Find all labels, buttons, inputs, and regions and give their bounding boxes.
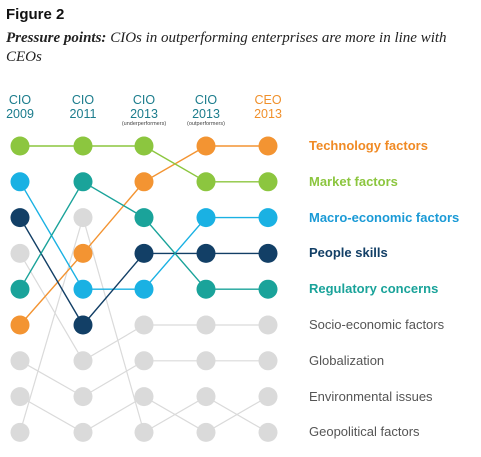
rank-dot-globalization-col1 bbox=[73, 387, 93, 407]
column-header-0: CIO 2009 bbox=[0, 93, 60, 121]
rank-dot-technology-factors-col1 bbox=[73, 243, 93, 263]
factor-label-people-skills: People skills bbox=[309, 245, 388, 261]
title-lead: Pressure points: bbox=[6, 30, 107, 46]
column-header-line2: 2009 bbox=[6, 107, 34, 121]
column-header-line2: 2013 bbox=[130, 107, 158, 121]
rank-dot-environmental-issues-col0 bbox=[10, 387, 30, 407]
rank-dot-market-factors-col4 bbox=[258, 172, 278, 192]
rank-dot-socio-economic-factors-col1 bbox=[73, 351, 93, 371]
rank-dot-regulatory-concerns-col2 bbox=[134, 208, 154, 228]
rank-dot-geopolitical-factors-col2 bbox=[134, 422, 154, 442]
rank-dot-globalization-col4 bbox=[258, 351, 278, 371]
factor-label-market-factors: Market factors bbox=[309, 173, 398, 189]
rank-dot-environmental-issues-col3 bbox=[196, 422, 216, 442]
rank-dot-macro-economic-factors-col2 bbox=[134, 279, 154, 299]
factor-label-geopolitical-factors: Geopolitical factors bbox=[309, 424, 420, 440]
factor-label-macro-economic-factors: Macro-economic factors bbox=[309, 209, 460, 225]
rank-dot-geopolitical-factors-col0 bbox=[10, 422, 30, 442]
column-header-line1: CEO bbox=[254, 93, 282, 107]
factor-label-environmental-issues: Environmental issues bbox=[309, 388, 433, 404]
figure-title: Pressure points: CIOs in outperforming e… bbox=[6, 29, 476, 67]
flow-line-people-skills bbox=[19, 217, 268, 327]
rank-dot-regulatory-concerns-col3 bbox=[196, 279, 216, 299]
rank-dot-people-skills-col4 bbox=[258, 243, 278, 263]
rank-dot-market-factors-col3 bbox=[196, 172, 216, 192]
rank-dot-macro-economic-factors-col0 bbox=[10, 172, 30, 192]
rank-dot-people-skills-col1 bbox=[73, 315, 93, 335]
rank-dot-regulatory-concerns-col0 bbox=[10, 279, 30, 299]
flow-line-regulatory-concerns bbox=[19, 180, 268, 290]
figure-label: Figure 2 bbox=[6, 6, 65, 23]
rank-dot-socio-economic-factors-col2 bbox=[134, 315, 154, 335]
rank-dot-geopolitical-factors-col1 bbox=[73, 208, 93, 228]
rank-dot-regulatory-concerns-col4 bbox=[258, 279, 278, 299]
column-header-line1: CIO bbox=[132, 93, 156, 107]
column-header-line1: CIO bbox=[71, 93, 95, 107]
rank-dot-macro-economic-factors-col4 bbox=[258, 208, 278, 228]
column-header-sub: (underperformers) bbox=[121, 121, 167, 127]
rank-dot-technology-factors-col3 bbox=[196, 136, 216, 156]
rank-dot-environmental-issues-col4 bbox=[258, 387, 278, 407]
column-header-3: CIO 2013 (outperformers) bbox=[166, 93, 246, 128]
rank-dot-market-factors-col1 bbox=[73, 136, 93, 156]
rank-dot-market-factors-col0 bbox=[10, 136, 30, 156]
rank-dot-technology-factors-col0 bbox=[10, 315, 30, 335]
rank-dot-geopolitical-factors-col4 bbox=[258, 422, 278, 442]
rank-dot-globalization-col0 bbox=[10, 351, 30, 371]
rank-dot-socio-economic-factors-col3 bbox=[196, 315, 216, 335]
rank-dot-globalization-col3 bbox=[196, 351, 216, 371]
column-header-line1: CIO bbox=[8, 93, 32, 107]
column-header-sub: (outperformers) bbox=[187, 121, 225, 127]
rank-dot-socio-economic-factors-col4 bbox=[258, 315, 278, 335]
rank-dot-technology-factors-col4 bbox=[258, 136, 278, 156]
factor-label-globalization: Globalization bbox=[309, 352, 385, 368]
rank-dot-environmental-issues-col2 bbox=[134, 387, 154, 407]
column-header-1: CIO 2011 bbox=[43, 93, 123, 121]
rank-dot-market-factors-col2 bbox=[134, 136, 154, 156]
column-header-line2: 2013 bbox=[254, 107, 282, 121]
rank-dot-macro-economic-factors-col1 bbox=[73, 279, 93, 299]
rank-dot-environmental-issues-col1 bbox=[73, 422, 93, 442]
rank-dot-regulatory-concerns-col1 bbox=[73, 172, 93, 192]
factor-label-technology-factors: Technology factors bbox=[309, 138, 428, 153]
rank-dot-people-skills-col3 bbox=[196, 243, 216, 263]
column-header-line1: CIO bbox=[194, 93, 218, 107]
rank-dot-people-skills-col0 bbox=[10, 208, 30, 228]
column-header-2: CIO 2013 (underperformers) bbox=[104, 93, 184, 128]
rank-dot-socio-economic-factors-col0 bbox=[10, 243, 30, 263]
column-header-4: CEO 2013 bbox=[228, 93, 308, 121]
rank-dot-geopolitical-factors-col3 bbox=[196, 387, 216, 407]
flow-line-macro-economic-factors bbox=[19, 181, 268, 290]
rank-dot-people-skills-col2 bbox=[134, 243, 154, 263]
factor-label-socio-economic-factors: Socio-economic factors bbox=[309, 317, 445, 332]
rank-dot-globalization-col2 bbox=[134, 351, 154, 371]
title-rest: CIOs in outperforming enterprises are mo… bbox=[6, 30, 447, 65]
factor-label-regulatory-concerns: Regulatory concerns bbox=[309, 281, 439, 297]
column-header-line2: 2013 bbox=[192, 107, 220, 121]
rank-dot-technology-factors-col2 bbox=[134, 172, 154, 192]
column-header-line2: 2011 bbox=[69, 107, 97, 121]
rank-dot-macro-economic-factors-col3 bbox=[196, 208, 216, 228]
